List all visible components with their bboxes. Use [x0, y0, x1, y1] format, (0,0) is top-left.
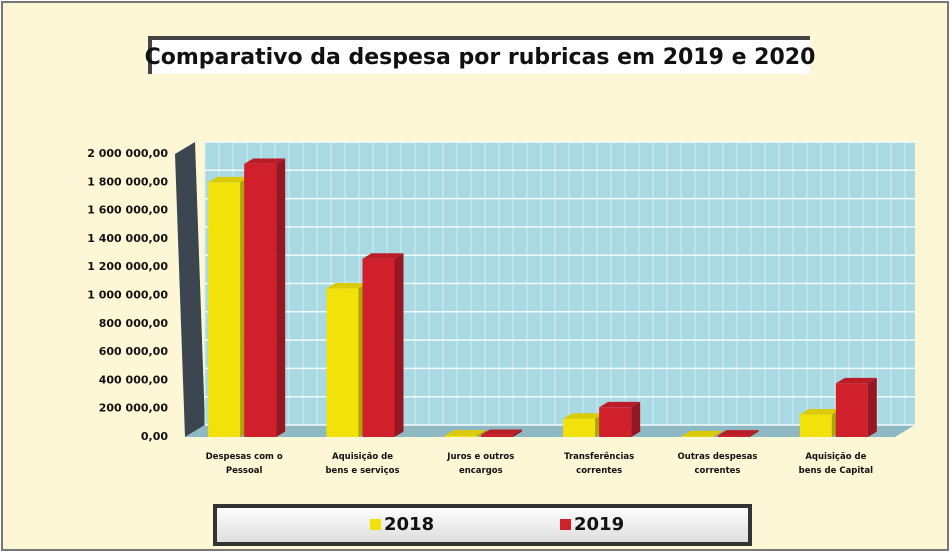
- bar-top: [835, 377, 877, 384]
- bar-top: [563, 413, 605, 419]
- bar-top: [681, 430, 723, 437]
- bar-front: [244, 163, 277, 437]
- legend-box: [213, 504, 752, 546]
- bar-top: [326, 283, 368, 289]
- bar-front: [599, 407, 632, 437]
- legend-label: 2018: [384, 514, 434, 535]
- y-tick-label: 1 000 000,00: [87, 289, 168, 302]
- x-tick-label: Aquisição de bens e serviços: [325, 452, 399, 476]
- bar-side: [512, 429, 522, 437]
- title-box: [150, 38, 810, 74]
- bar-top: [444, 430, 486, 436]
- bar-front: [208, 182, 241, 437]
- bar: [835, 377, 877, 437]
- bar-front: [326, 288, 359, 437]
- plot-area: 0,00 200 000,00 400 000,00 600 000,00 800 00…: [87, 141, 915, 476]
- bar: [563, 413, 605, 437]
- bar: [480, 429, 522, 437]
- bar-side: [749, 430, 759, 437]
- bar-front: [681, 436, 714, 437]
- chart-title: Comparativo da despesa por rubricas em 2…: [145, 45, 816, 70]
- bar-front: [563, 418, 596, 437]
- bar-front: [480, 434, 513, 437]
- y-tick-label: 1 400 000,00: [87, 232, 168, 245]
- x-tick-label: Transferências correntes: [564, 451, 634, 476]
- y-tick-label: 1 200 000,00: [87, 260, 168, 273]
- x-tick-label: Juros e outros encargos: [446, 452, 514, 476]
- y-tick-label: 1 800 000,00: [87, 175, 168, 188]
- y-tick-label: 2 000 000,00: [87, 147, 168, 160]
- bar: [681, 430, 723, 437]
- x-tick-label: Outras despesas correntes: [678, 452, 758, 476]
- y-tick-label: 1 600 000,00: [87, 204, 168, 217]
- bar-side: [867, 377, 877, 437]
- bar-side: [394, 253, 404, 437]
- bar-top: [717, 430, 759, 436]
- bar-top: [799, 408, 841, 415]
- bar-side: [631, 401, 641, 437]
- y-tick-label: 400 000,00: [99, 373, 169, 386]
- legend: 2018 2019: [370, 514, 624, 535]
- bar: [599, 401, 641, 437]
- y-tick-label: 0,00: [141, 430, 168, 443]
- y-tick-label: 200 000,00: [99, 402, 169, 415]
- bar-top: [480, 429, 522, 435]
- bar: [444, 430, 486, 437]
- bar: [717, 430, 759, 437]
- legend-swatch: [560, 519, 571, 530]
- bar-front: [362, 258, 395, 437]
- legend-label: 2019: [574, 514, 624, 535]
- bar: [326, 283, 368, 437]
- x-tick-label: Aquisição de bens de Capital: [799, 452, 873, 476]
- bar-side: [476, 430, 486, 437]
- bar-front: [835, 383, 868, 437]
- bar: [208, 176, 250, 437]
- legend-swatch: [370, 519, 381, 530]
- bar-front: [444, 435, 477, 437]
- bar-side: [276, 158, 286, 437]
- y-tick-label: 800 000,00: [99, 317, 169, 330]
- bar: [244, 158, 286, 437]
- left-wall: [175, 142, 205, 437]
- bar: [362, 253, 404, 437]
- y-tick-label: 600 000,00: [99, 345, 169, 358]
- x-tick-label: Despesas com o Pessoal: [206, 452, 283, 476]
- bar-front: [799, 414, 832, 437]
- bar-top: [599, 401, 641, 408]
- bar-top: [362, 253, 404, 259]
- bar-top: [208, 176, 250, 183]
- title-border: [148, 36, 810, 74]
- bar-side: [713, 430, 723, 437]
- bar-front: [717, 435, 750, 437]
- bar-top: [244, 158, 286, 164]
- bar: [799, 408, 841, 437]
